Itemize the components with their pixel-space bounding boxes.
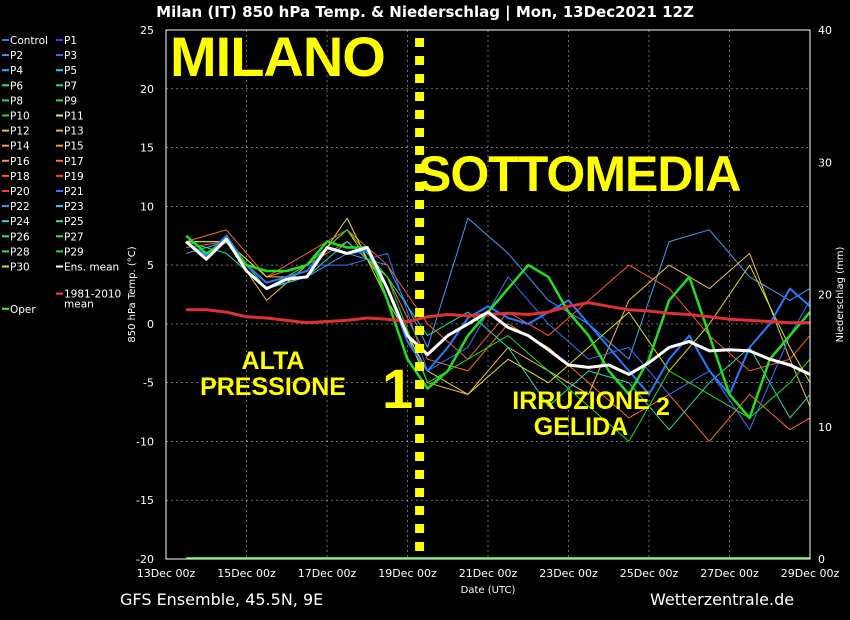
alta-pressione-overlay: ALTA PRESSIONE [198,348,348,401]
legend-label: P20 [10,186,30,198]
legend-label: P14 [10,141,30,153]
x-tick-label: 25Dec 00z [620,567,679,580]
legend-label: P9 [64,95,77,107]
legend-label: P10 [10,111,30,123]
legend-label: P8 [10,95,23,107]
y2-tick-label: 30 [818,156,832,169]
legend-label: P25 [64,216,84,228]
marker-two: 2 [656,393,670,421]
series-line-p30 [186,217,811,395]
legend-label: 1981-2010 [64,289,121,301]
alta-line-2: PRESSIONE [200,373,346,402]
milano-overlay: MILANO [170,25,386,88]
x-tick-label: 13Dec 00z [137,567,196,580]
y2-tick-label: 0 [818,553,825,566]
y-tick-label: -5 [143,377,154,390]
legend-label: P29 [64,246,84,258]
legend-label: P6 [10,80,23,92]
legend-label: P16 [10,156,30,168]
legend-label: P24 [10,216,30,228]
y-tick-label: -20 [136,553,154,566]
x-tick-label: 15Dec 00z [217,567,276,580]
x-tick-label: 17Dec 00z [298,567,357,580]
x-tick-label: 21Dec 00z [459,567,518,580]
legend-label: P22 [10,201,30,213]
series-line-p14 [185,241,811,431]
y2-axis-label: Niederschlag (mm) [835,247,846,343]
legend-label: P28 [10,246,30,258]
series-group [185,38,811,559]
y-tick-label: 15 [140,142,154,155]
legend-label: Oper [10,304,36,316]
x-tick-label: 19Dec 00z [378,567,437,580]
y-tick-label: 5 [147,259,154,272]
series-line-ens-mean [185,237,811,376]
legend: Control P1 P2 P3 P4 P5 P6 P7 P8 P9 P10 P11 P12 P13 P14… [2,35,121,316]
legend-label: mean [64,299,94,311]
legend-label: P23 [64,201,84,213]
chart-title: Milan (IT) 850 hPa Temp. & Niederschlag … [156,3,694,21]
legend-label: P19 [64,171,84,183]
irru-line-2: GELIDA [533,413,629,442]
legend-label: P27 [64,231,84,243]
footer-site: Wetterzentrale.de [650,590,795,609]
series-line-control [185,234,811,396]
sottomedia-overlay: SOTTOMEDIA [418,146,741,202]
legend-label: P3 [64,50,77,62]
series-line-1981-2010-mean [186,301,810,325]
x-axis-label: Date (UTC) [461,585,516,596]
y2-tick-label: 40 [818,24,832,37]
y-tick-label: 0 [147,318,154,331]
y-tick-label: 10 [140,200,154,213]
x-tick-label: 27Dec 00z [700,567,759,580]
legend-label: P4 [10,65,23,77]
legend-label: P17 [64,156,84,168]
legend-label: P5 [64,65,77,77]
y2-tick-label: 10 [818,421,832,434]
y-tick-label: 20 [140,83,154,96]
legend-label: Ens. mean [64,262,119,274]
legend-label: P7 [64,80,77,92]
legend-label: P30 [10,262,30,274]
series-line-oper [185,234,811,420]
legend-label: P26 [10,231,30,243]
legend-label: P18 [10,171,30,183]
marker-one: 1 [382,357,414,420]
alta-line-1: ALTA [241,347,305,375]
legend-label: P13 [64,126,84,138]
x-tick-label: 23Dec 00z [539,567,598,580]
legend-label: P21 [64,186,84,198]
y2-tick-label: 20 [818,289,832,302]
legend-label: P15 [64,141,84,153]
legend-label: P1 [64,35,77,47]
irruzione-gelida-overlay: IRRUZIONE GELIDA [506,388,656,441]
series-line-p6 [185,229,811,442]
legend-label: P12 [10,126,30,138]
irru-line-1: IRRUZIONE [512,387,650,415]
y-tick-label: -15 [136,494,154,507]
y-axis-label: 850 hPa Temp. (°C) [127,246,138,342]
series-line-p29 [186,229,811,442]
legend-label: Control [10,35,48,47]
legend-label: P2 [10,50,23,62]
x-tick-label: 29Dec 00z [781,567,840,580]
y-tick-label: -10 [136,435,154,448]
y-tick-label: 25 [140,24,154,37]
plot-frame [165,29,811,560]
legend-label: P11 [64,111,84,123]
footer-source: GFS Ensemble, 45.5N, 9E [120,590,324,609]
